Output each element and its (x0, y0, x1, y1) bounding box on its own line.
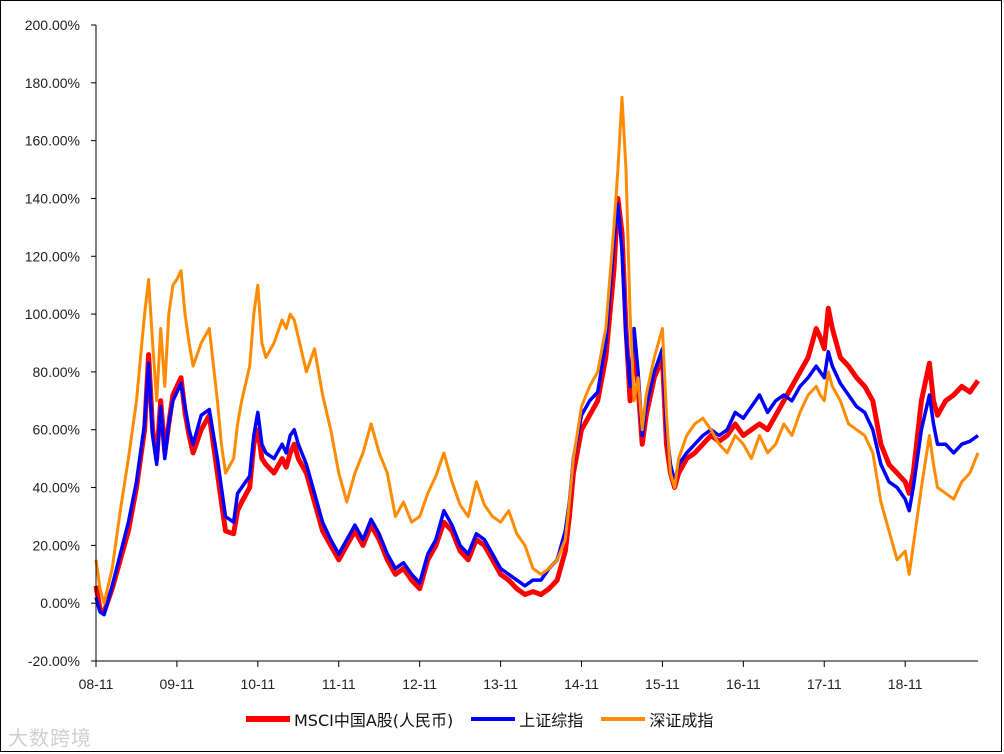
x-axis-ticks: 08-11 09-11 10-11 11-11 12-11 13-11 14-11 15-11… (79, 661, 923, 692)
x-tick-label: 09-11 (160, 676, 195, 692)
y-axis-ticks: -20.00% 0.00% 20.00% 40.00% 60.00% 80.00% 100.… (25, 17, 96, 669)
legend-label-shanghai: 上证综指 (519, 711, 584, 730)
legend-item-shanghai[interactable]: 上证综指 (471, 707, 583, 731)
legend-label-msci: MSCI中国A股(人民币) (294, 711, 454, 730)
series-line-msci (93, 196, 981, 615)
y-tick-label: 120.00% (25, 248, 80, 264)
legend-label-shenzhen: 深证成指 (649, 711, 714, 730)
y-tick-label: 40.00% (33, 480, 80, 496)
x-tick-label: 11-11 (322, 676, 356, 692)
x-tick-label: 15-11 (645, 676, 680, 692)
legend-swatch-shanghai (471, 717, 516, 721)
legend-swatch-shenzhen (601, 717, 646, 721)
legend-item-msci[interactable]: MSCI中国A股(人民币) (246, 707, 453, 731)
y-tick-label: 60.00% (33, 422, 80, 438)
x-tick-label: 10-11 (240, 676, 275, 692)
y-tick-label: 140.00% (25, 190, 80, 206)
y-tick-label: 200.00% (25, 17, 80, 33)
x-tick-label: 17-11 (807, 676, 842, 692)
line-chart: -20.00% 0.00% 20.00% 40.00% 60.00% 80.00% 100.… (25, 17, 981, 692)
y-tick-label: 80.00% (33, 364, 80, 380)
watermark-text: 大数跨境 (8, 726, 92, 750)
y-tick-label: 20.00% (33, 537, 80, 553)
x-tick-label: 08-11 (79, 676, 114, 692)
series-line-shanghai (94, 202, 980, 617)
x-tick-label: 18-11 (888, 676, 923, 692)
y-tick-label: 0.00% (40, 595, 80, 611)
series-line-shenzhen (94, 95, 980, 605)
x-tick-label: 12-11 (402, 676, 437, 692)
x-tick-label: 14-11 (564, 676, 599, 692)
y-tick-label: -20.00% (28, 653, 80, 669)
y-tick-label: 180.00% (25, 75, 80, 91)
x-tick-label: 13-11 (483, 676, 518, 692)
legend-item-shenzhen[interactable]: 深证成指 (601, 707, 713, 731)
x-tick-label: 16-11 (726, 676, 761, 692)
y-tick-label: 100.00% (25, 306, 80, 322)
watermark-logo: 大数跨境 (8, 722, 92, 751)
series-layer (93, 95, 981, 617)
legend-swatch-msci (246, 716, 290, 722)
legend: MSCI中国A股(人民币) 上证综指 深证成指 (246, 707, 731, 731)
y-tick-label: 160.00% (25, 133, 80, 149)
